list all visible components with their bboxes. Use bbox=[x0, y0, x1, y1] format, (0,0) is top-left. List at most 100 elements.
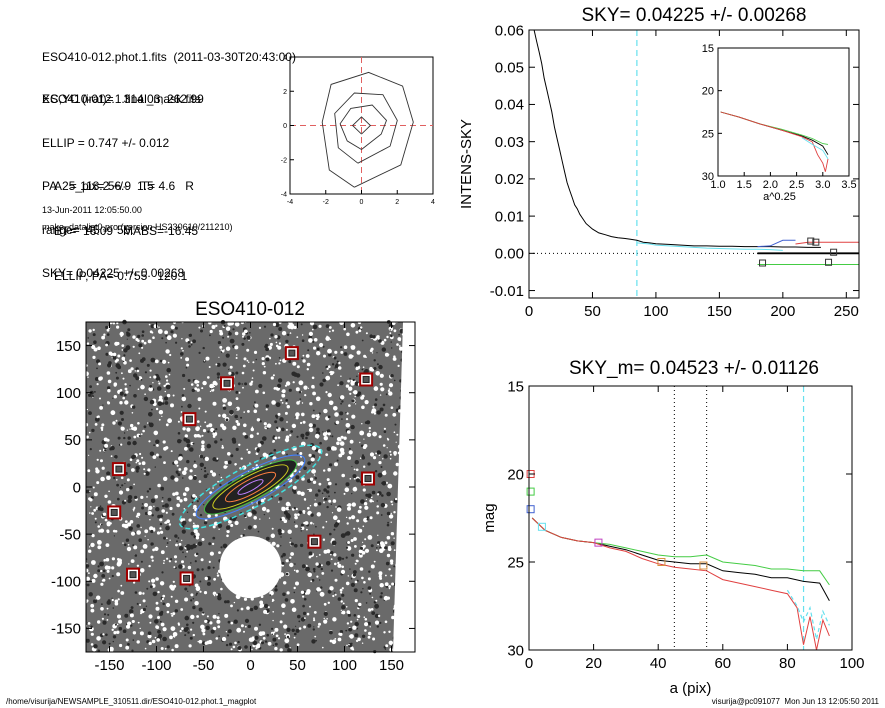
noise-speck bbox=[365, 498, 367, 501]
noise-speck bbox=[228, 642, 233, 646]
noise-speck bbox=[372, 431, 377, 437]
noise-speck bbox=[264, 603, 269, 609]
noise-speck bbox=[99, 397, 101, 400]
noise-speck bbox=[220, 476, 223, 479]
noise-speck bbox=[86, 342, 90, 345]
noise-speck bbox=[124, 482, 126, 485]
noise-speck bbox=[322, 432, 328, 437]
noise-speck bbox=[220, 423, 225, 428]
profile-x-tick-label: 250 bbox=[834, 303, 859, 320]
noise-speck bbox=[328, 330, 331, 333]
noise-speck bbox=[353, 537, 357, 541]
noise-speck bbox=[168, 373, 171, 376]
noise-speck bbox=[216, 457, 219, 460]
noise-speck bbox=[147, 468, 151, 472]
noise-speck bbox=[327, 415, 331, 419]
noise-speck bbox=[295, 475, 300, 480]
noise-speck bbox=[346, 332, 350, 337]
noise-speck bbox=[319, 591, 325, 597]
noise-speck bbox=[281, 603, 286, 608]
contour-y-tick-label: 0 bbox=[283, 123, 287, 130]
mag-y-tick-label: 30 bbox=[507, 642, 524, 659]
noise-speck bbox=[129, 384, 131, 387]
noise-speck bbox=[365, 602, 368, 604]
noise-speck bbox=[101, 617, 104, 620]
noise-speck bbox=[161, 597, 165, 601]
noise-speck bbox=[379, 407, 384, 412]
noise-speck bbox=[350, 539, 354, 542]
noise-speck bbox=[221, 636, 227, 642]
noise-speck bbox=[178, 456, 183, 461]
noise-speck bbox=[225, 346, 231, 351]
isophote-ellipse bbox=[237, 479, 264, 495]
noise-speck bbox=[280, 399, 283, 402]
noise-speck bbox=[359, 505, 362, 509]
noise-speck bbox=[303, 512, 305, 515]
noise-speck bbox=[277, 436, 281, 439]
profile-marker bbox=[759, 259, 767, 267]
noise-speck bbox=[157, 377, 161, 381]
noise-speck bbox=[88, 549, 92, 553]
noise-speck bbox=[296, 336, 299, 338]
noise-speck bbox=[222, 406, 227, 410]
noise-speck bbox=[212, 487, 214, 489]
noise-speck bbox=[171, 648, 174, 652]
noise-speck bbox=[101, 423, 105, 427]
noise-speck bbox=[289, 562, 294, 568]
profile-series-0 bbox=[533, 29, 821, 248]
noise-speck bbox=[147, 339, 152, 344]
noise-speck bbox=[346, 522, 349, 525]
noise-speck bbox=[163, 384, 166, 388]
noise-speck bbox=[94, 517, 97, 520]
noise-speck bbox=[305, 431, 310, 436]
noise-speck bbox=[234, 322, 240, 327]
image-x-tick-label: -50 bbox=[193, 657, 215, 674]
noise-speck bbox=[388, 545, 391, 549]
noise-speck bbox=[286, 333, 290, 336]
noise-speck bbox=[115, 376, 119, 380]
noise-speck bbox=[367, 462, 371, 466]
noise-speck bbox=[341, 557, 345, 560]
noise-speck bbox=[350, 323, 356, 328]
noise-speck bbox=[121, 418, 124, 421]
noise-speck bbox=[86, 489, 90, 494]
noise-speck bbox=[302, 510, 306, 513]
noise-speck bbox=[317, 489, 321, 493]
noise-speck bbox=[131, 412, 134, 414]
noise-speck bbox=[140, 358, 144, 363]
masked-star-core bbox=[129, 571, 137, 579]
noise-speck bbox=[140, 560, 143, 563]
noise-speck bbox=[384, 546, 388, 550]
noise-speck bbox=[213, 594, 216, 597]
noise-speck bbox=[377, 614, 381, 618]
noise-speck bbox=[346, 412, 349, 415]
noise-speck bbox=[384, 582, 389, 587]
noise-speck bbox=[355, 330, 359, 334]
noise-speck bbox=[279, 417, 284, 422]
noise-speck bbox=[361, 455, 366, 460]
noise-speck bbox=[332, 617, 337, 622]
noise-speck bbox=[371, 411, 374, 414]
noise-speck bbox=[279, 648, 283, 652]
noise-speck bbox=[294, 632, 297, 636]
noise-speck bbox=[144, 371, 147, 374]
noise-speck bbox=[115, 419, 118, 422]
masked-star-core bbox=[288, 349, 296, 357]
noise-speck bbox=[301, 402, 304, 404]
noise-speck bbox=[209, 329, 213, 334]
noise-speck bbox=[208, 560, 211, 564]
noise-speck bbox=[91, 534, 95, 538]
noise-speck bbox=[133, 373, 138, 378]
noise-speck bbox=[115, 371, 118, 374]
noise-speck bbox=[351, 502, 356, 507]
noise-speck bbox=[376, 450, 381, 455]
noise-speck bbox=[104, 443, 109, 448]
noise-speck bbox=[311, 376, 315, 380]
noise-speck bbox=[133, 394, 137, 398]
noise-speck bbox=[126, 643, 130, 646]
noise-speck bbox=[325, 520, 328, 523]
noise-speck bbox=[243, 630, 245, 633]
noise-speck bbox=[127, 495, 133, 500]
noise-speck bbox=[290, 599, 295, 604]
noise-speck bbox=[384, 648, 386, 650]
